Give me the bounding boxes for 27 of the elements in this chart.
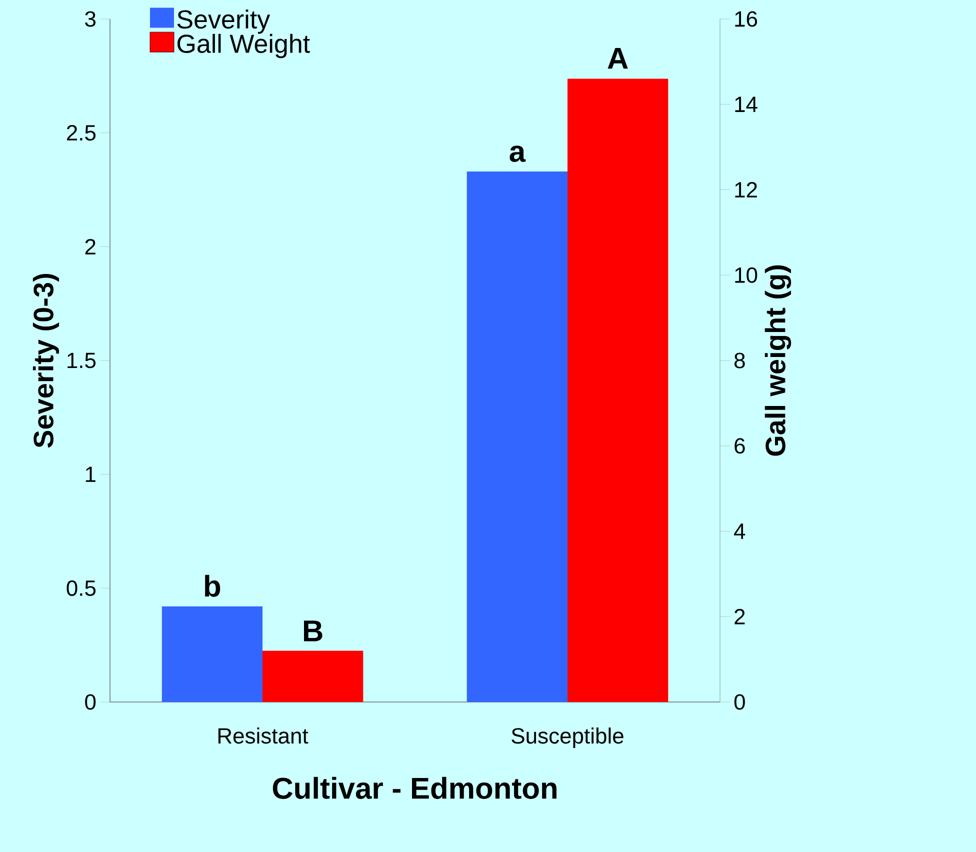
y2-tick-label: 4	[734, 524, 746, 539]
y2-tick-label: 14	[735, 96, 758, 112]
legend-label: Gall Weight	[178, 34, 310, 58]
y2-tick-label: 0	[734, 694, 745, 710]
legend-label: Severity	[177, 10, 270, 34]
annotation: b	[204, 574, 220, 597]
y2-tick-label: 16	[735, 11, 758, 27]
annotation: B	[304, 620, 322, 642]
y-tick-label: 1.5	[68, 352, 96, 368]
y-tick-label: 0	[85, 694, 96, 710]
y-tick-label: 2.5	[67, 125, 96, 141]
x-axis-title: Cultivar - Edmonton	[272, 776, 556, 799]
y-tick-label: 1	[86, 466, 96, 482]
annotation: A	[608, 48, 628, 69]
y-tick-label: 2	[85, 238, 96, 254]
annotation: a	[510, 146, 526, 162]
y-tick-label: 3	[85, 11, 96, 27]
y-tick-label: 0.5	[66, 580, 96, 596]
x-tick-label: Resistant	[218, 728, 308, 744]
y2-tick-label: 2	[734, 608, 745, 624]
y-axis-title: Severity (0-3)	[32, 274, 60, 448]
y2-tick-label: 10	[735, 267, 758, 283]
x-tick-label: Susceptible	[512, 728, 624, 748]
y2-tick-label: 12	[735, 182, 757, 198]
y2-axis-title: Gall weight (g)	[764, 265, 792, 456]
y2-tick-label: 8	[734, 352, 745, 368]
y2-tick-label: 6	[734, 438, 745, 454]
